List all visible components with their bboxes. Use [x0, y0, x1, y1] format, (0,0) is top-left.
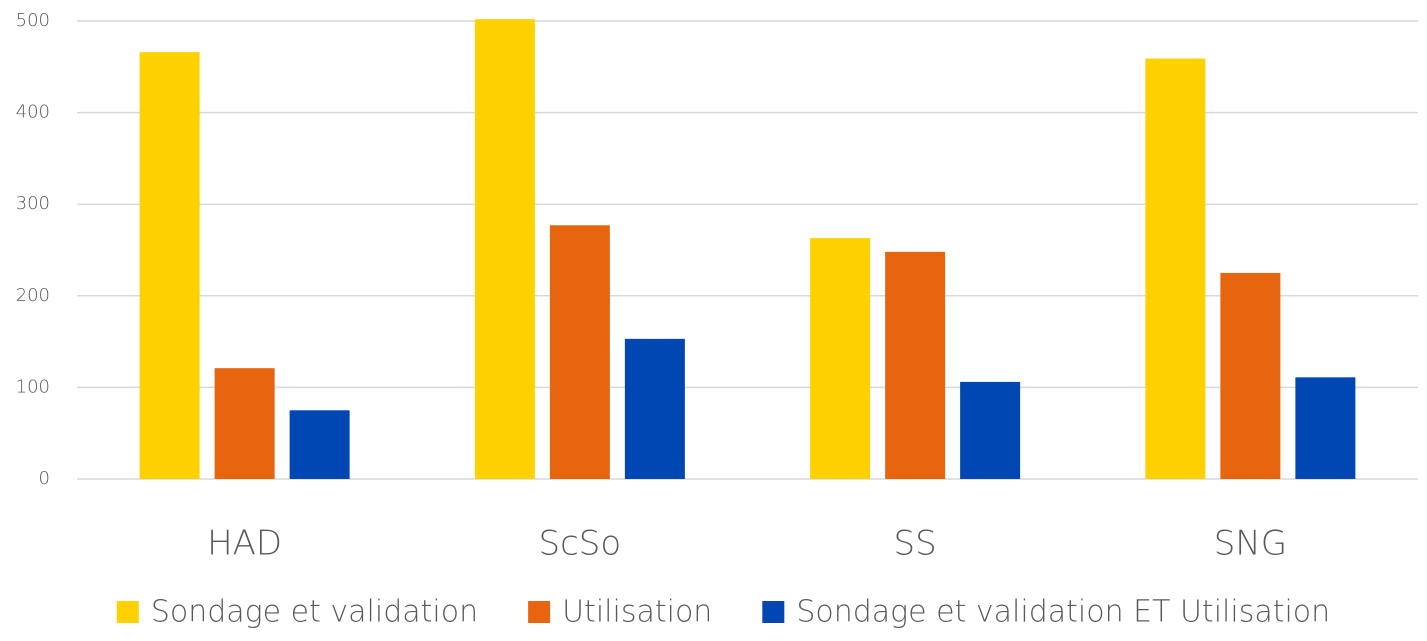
bar: [289, 410, 350, 479]
bar: [624, 338, 685, 479]
y-tick-label: 400: [16, 102, 50, 123]
y-tick-label: 0: [39, 468, 50, 489]
bar: [1145, 58, 1206, 479]
y-tick-label: 300: [16, 193, 50, 214]
bar: [474, 19, 535, 479]
bar: [549, 225, 610, 479]
y-tick-label: 100: [16, 376, 50, 397]
bar: [810, 238, 871, 479]
legend-swatch: [762, 601, 785, 623]
bar: [960, 381, 1021, 479]
bar: [214, 368, 275, 479]
bar: [139, 52, 200, 479]
legend-swatch: [528, 601, 551, 623]
x-tick-label: SS: [894, 524, 937, 564]
legend-label: Utilisation: [562, 595, 712, 630]
legend-swatch: [116, 601, 139, 623]
bar: [885, 251, 946, 479]
legend-label: Sondage et validation ET Utilisation: [796, 595, 1330, 630]
bar: [1295, 377, 1356, 479]
x-tick-label: HAD: [207, 524, 282, 564]
y-tick-label: 200: [16, 285, 50, 306]
legend-label: Sondage et validation: [151, 595, 478, 630]
y-tick-label: 500: [16, 10, 50, 31]
x-tick-label: SNG: [1214, 524, 1287, 564]
bar: [1220, 272, 1281, 479]
x-tick-label: ScSo: [539, 524, 622, 564]
